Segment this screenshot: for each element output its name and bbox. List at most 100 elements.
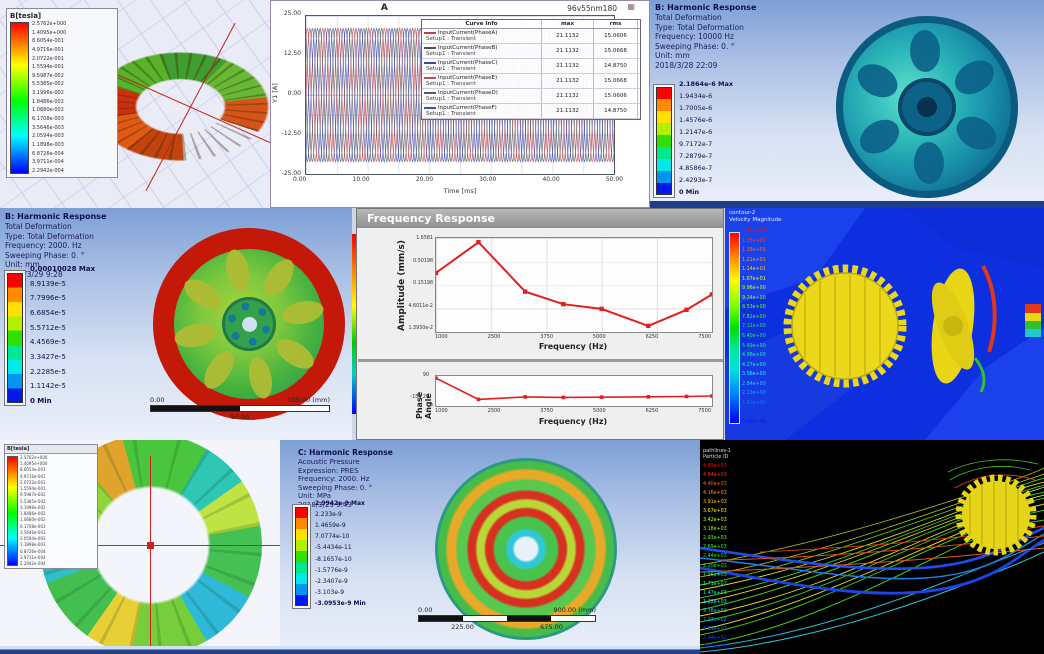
result-line: 2018/3/29 9:43 [298, 500, 352, 509]
curve-max: 21.1132 [542, 104, 594, 118]
legend-value: 5.69e+00 [742, 343, 766, 349]
curve-rms: 14.8750 [594, 104, 638, 118]
curve-name-cell: InputCurrent(PhaseA) Setup1 : Transient [422, 29, 542, 43]
legend-value: 9.96e+00 [742, 286, 766, 292]
legend-value: 4.89e+03 [703, 464, 727, 469]
propeller-model [931, 268, 975, 384]
gear-teeth [783, 264, 907, 388]
legend-value: 1.42e+01 [742, 229, 766, 234]
curve-name: InputCurrent(PhaseB) [438, 45, 498, 51]
result-title: C: Harmonic Response [298, 448, 393, 457]
frequency-response-window: Frequency Response Amplitude (mm/s) 1.65… [356, 208, 724, 440]
legend-value: 3.5646e-003 [20, 529, 46, 535]
result-line: Sweeping Phase: 0. ° [5, 250, 85, 260]
data-marker [684, 307, 689, 313]
streamlines-svg [700, 459, 1044, 653]
plot-title: A [380, 3, 388, 13]
particle-legend-values: 4.89e+03 4.64e+03 4.40e+03 4.16e+03 3.91e+03… [703, 464, 727, 650]
flywheel-hole [913, 141, 945, 185]
legend-value: 1.22e+03 [703, 599, 727, 605]
streamline [700, 473, 1044, 578]
crosshair-vertical [150, 456, 151, 654]
gear-model [783, 264, 907, 388]
curve-max: 21.1132 [542, 59, 594, 73]
streamline [700, 467, 1044, 566]
legend-value: 7.0774e-10 [315, 533, 350, 541]
y-tick: 0.00 [287, 90, 301, 97]
cfd-colorbar [729, 232, 740, 424]
curve-rms: 15.0668 [594, 44, 638, 58]
result-title: B: Harmonic Response [5, 212, 107, 221]
amp-tick: 1.3930e-2 [408, 326, 433, 331]
gear-body [962, 481, 1030, 549]
col-rms: rms [594, 20, 638, 28]
phase-curve [435, 377, 713, 401]
flywheel-hole [851, 57, 904, 104]
legend-value: 0 Min [679, 188, 700, 196]
curve-color-swatch [424, 76, 436, 79]
plot-corner-icon: ▦ [627, 2, 635, 11]
legend-value: 9.5987e-002 [32, 72, 64, 79]
legend-value: 1.4095e+000 [20, 461, 48, 467]
cfd-legend-title: contour-2 Velocity Magnitude [729, 210, 781, 223]
ruler-min: 0.00 [150, 396, 165, 404]
result-title: B: Harmonic Response [655, 3, 757, 12]
legend-value: 2.9942e-9 Max [315, 500, 365, 507]
flywheel-model [819, 0, 1035, 208]
legend-value: 1.21e+01 [742, 257, 766, 263]
flow-patch [725, 208, 865, 308]
legend-value: 4.8586e-7 [679, 164, 713, 172]
streamline [700, 547, 1044, 573]
streamline [700, 491, 1044, 611]
x-tick: 10.00 [352, 176, 370, 183]
data-marker [710, 394, 714, 398]
legend-value: 7.7996e-5 [30, 294, 66, 303]
freq-tick: 6250 [645, 408, 659, 414]
legend-value: 6.1708e-003 [32, 116, 64, 123]
gear-hatch [804, 275, 881, 377]
window-title-bar[interactable]: Frequency Response [357, 209, 723, 228]
freq-tick: 2500 [487, 408, 501, 414]
curve-name: InputCurrent(PhaseA) [438, 30, 498, 36]
amplitude-curve [435, 240, 713, 327]
colorbar [7, 273, 23, 403]
frequency-ticks: 1000 2500 3750 5000 6250 7500 [435, 334, 711, 340]
legend-value: 9.24e+00 [742, 295, 766, 301]
legend-value: 1.4659e-9 [315, 522, 346, 530]
result-line: 2018/3/29 9:28 [5, 269, 63, 279]
legend-value: 2.4293e-7 [679, 176, 713, 184]
curve-color-swatch [424, 46, 436, 49]
curve-legend-row: InputCurrent(PhaseD) Setup1 : Transient … [422, 89, 640, 104]
result-line: Acoustic Pressure [298, 458, 360, 466]
result-info-text: B: Harmonic Response Total Deformation Ty… [655, 3, 756, 70]
legend-value: 3.9711e-004 [20, 554, 46, 560]
ruler-mid1: 225.00 [451, 623, 474, 631]
curve-name: InputCurrent(PhaseD) [438, 90, 498, 96]
legend-title-line2: Particle ID [703, 454, 729, 460]
gear-rim [791, 272, 899, 380]
legend-value: 9.7172e-7 [679, 140, 713, 148]
curve-rms: 15.0606 [594, 89, 638, 103]
flywheel-hole [279, 297, 326, 328]
amp-tick: 0.50198 [413, 258, 433, 264]
x-tick: 50.00 [605, 176, 623, 183]
legend-value: 1.7005e-6 [679, 104, 713, 112]
data-marker [561, 395, 566, 400]
data-marker [684, 394, 689, 399]
legend-value: 9.78e+02 [703, 608, 727, 614]
legend-value: 3.91e+03 [703, 500, 727, 506]
legend-value: 6.6854e-5 [30, 308, 66, 317]
legend-value: 3.18e+03 [703, 527, 727, 533]
result-line: Type: Total Deformation [655, 22, 744, 32]
legend-value: 1.0680e-002 [20, 517, 46, 523]
amplitude-plot-area [433, 237, 715, 333]
flywheel-hole [948, 53, 1001, 102]
curve-legend-rows: InputCurrent(PhaseA) Setup1 : Transient … [422, 29, 640, 119]
legend-values: 2.1864e-6 Max 1.9434e-6 1.7005e-6 1.4576e-6… [679, 80, 733, 196]
curve-legend-table: Curve Info max rms InputCurrent(PhaseA) … [421, 19, 641, 120]
data-marker [599, 306, 604, 312]
legend-value: 1.96e+03 [703, 572, 727, 578]
curve-max: 21.1132 [542, 89, 594, 103]
legend-value: 0.00e+00 [742, 419, 766, 425]
legend-value: 1.14e+01 [742, 267, 766, 273]
